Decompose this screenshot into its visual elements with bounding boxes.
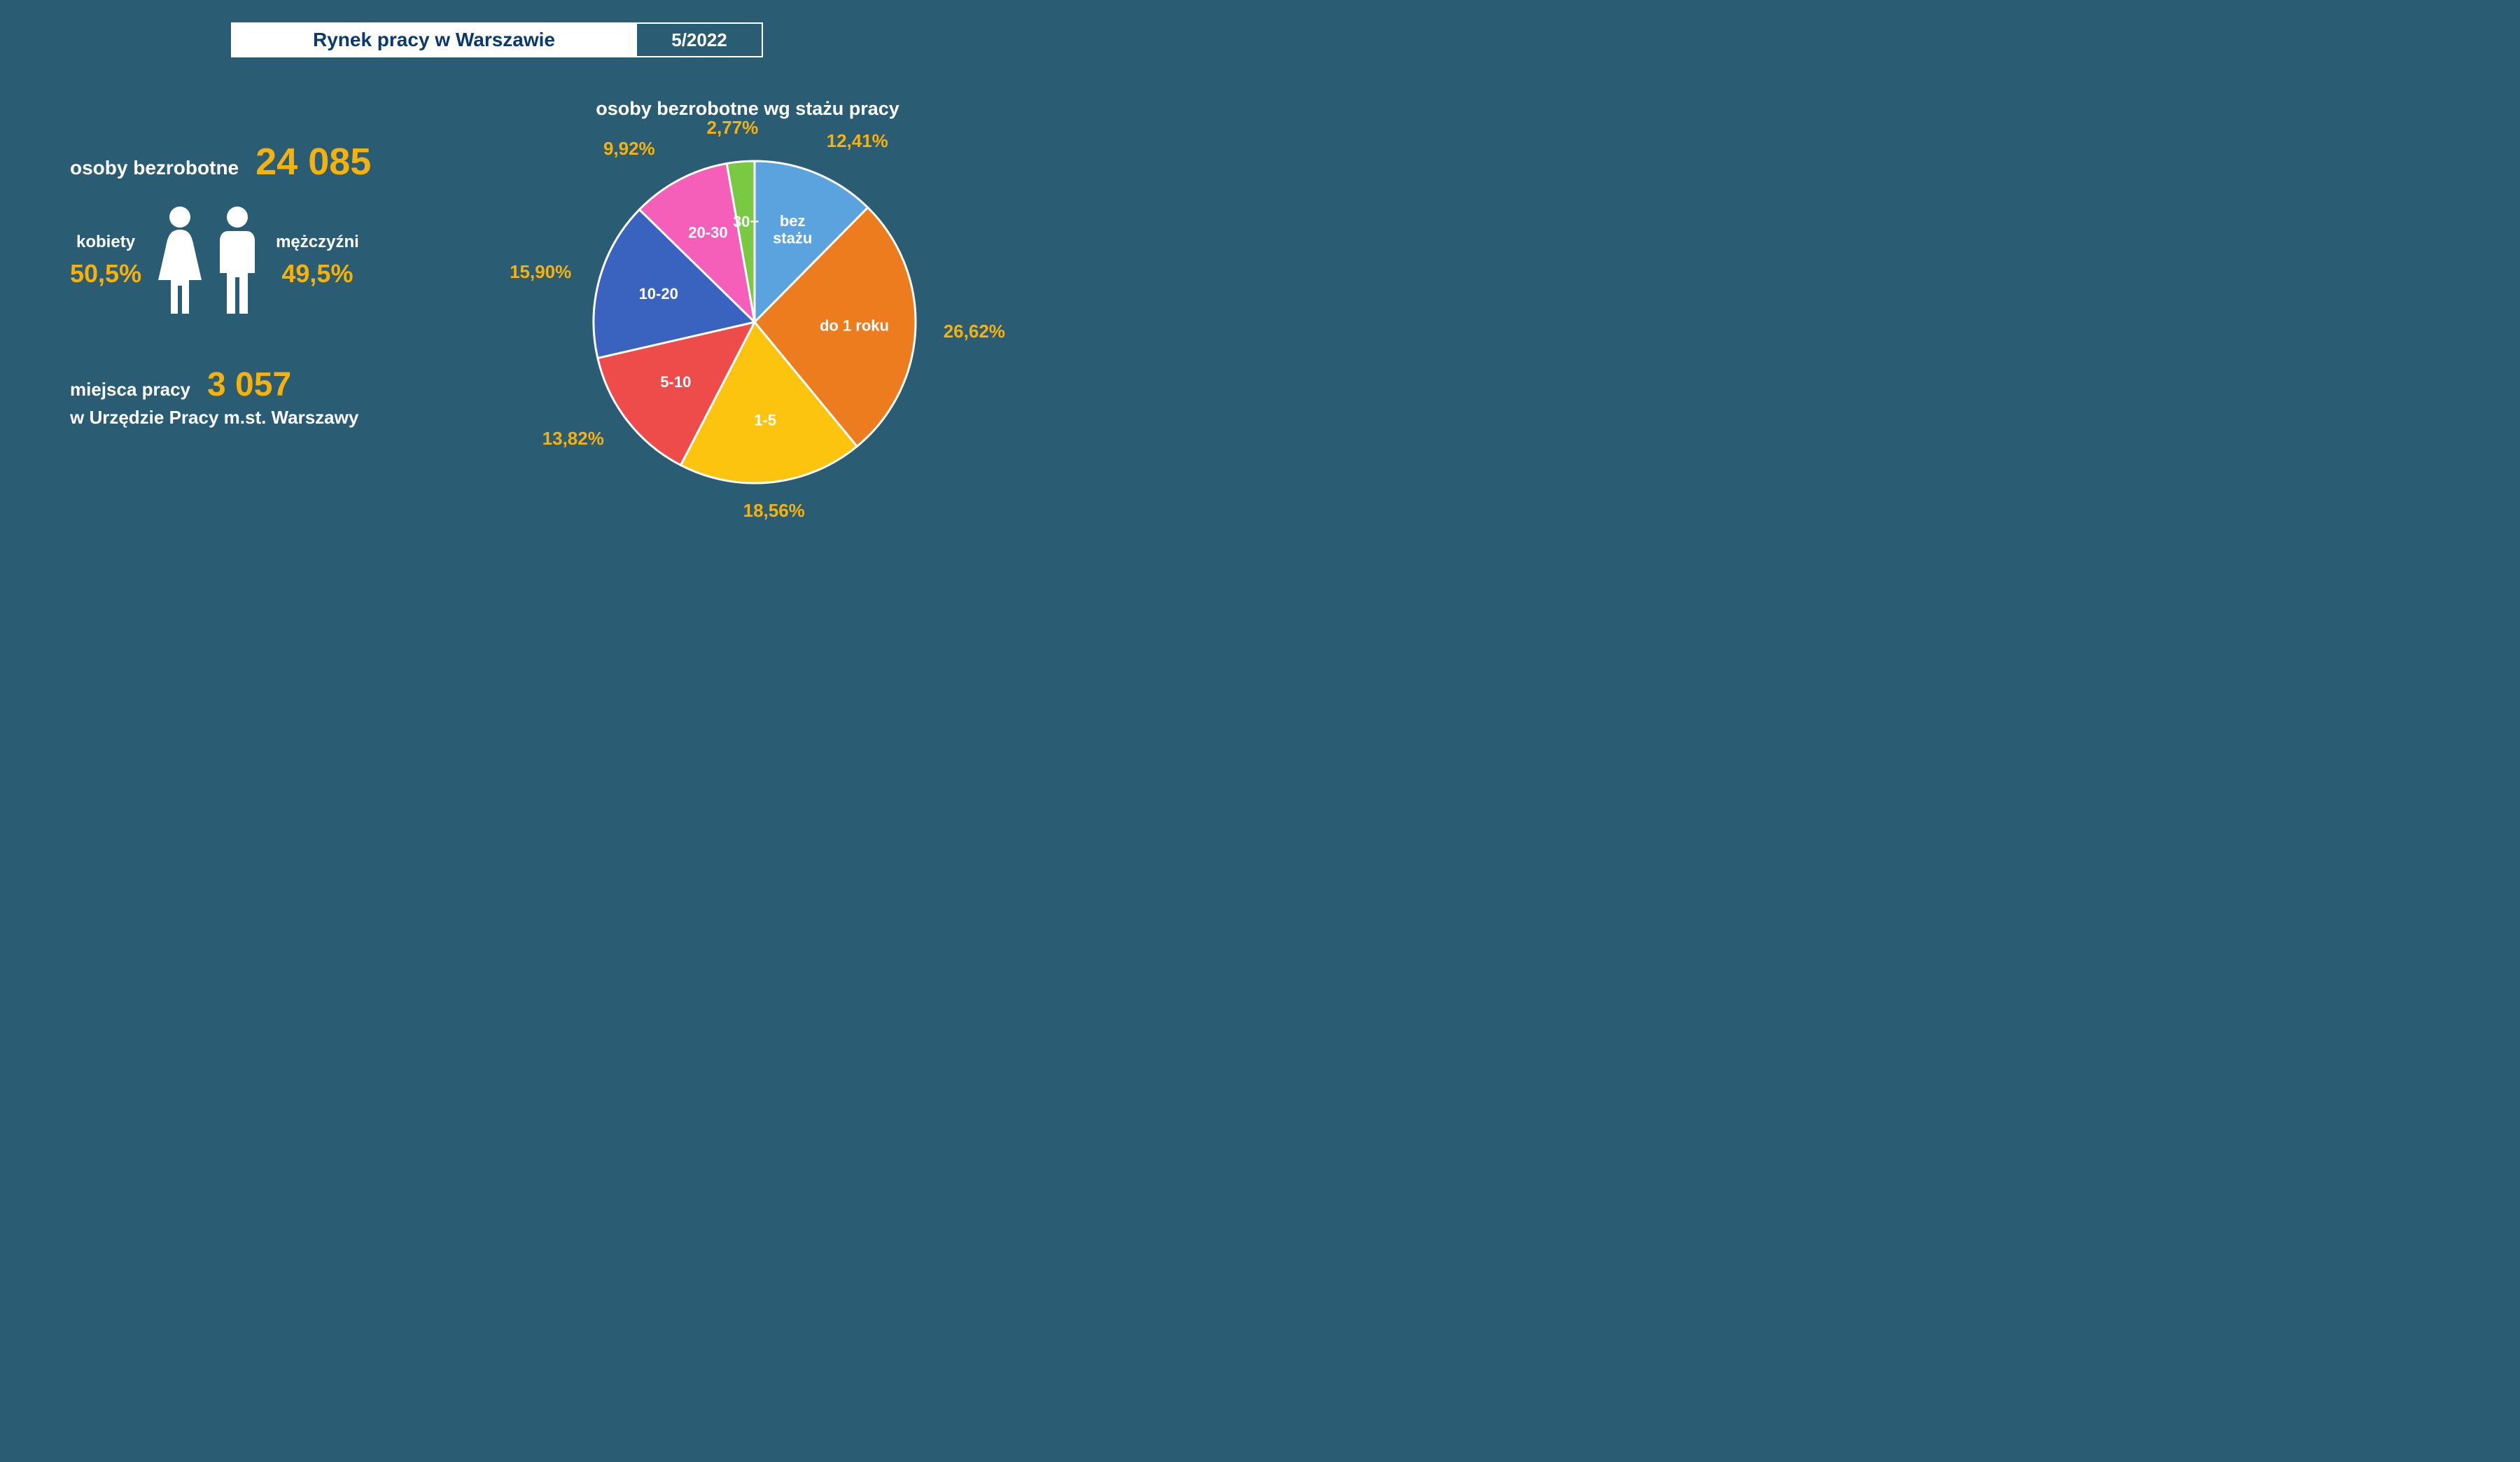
jobs-label: miejsca pracy xyxy=(70,379,190,401)
jobs-sub: w Urzędzie Pracy m.st. Warszawy xyxy=(70,407,448,429)
jobs-value: 3 057 xyxy=(207,366,291,404)
unemployed-row: osoby bezrobotne 24 085 xyxy=(70,140,448,183)
pie-pct-label: 15,90% xyxy=(510,261,571,283)
women-label: kobiety xyxy=(76,232,135,252)
jobs-top: miejsca pracy 3 057 xyxy=(70,366,448,404)
header-bar: Rynek pracy w Warszawie 5/2022 xyxy=(231,22,763,57)
left-column: osoby bezrobotne 24 085 kobiety 50,5% mę… xyxy=(70,140,448,429)
men-label: mężczyźni xyxy=(276,232,359,252)
men-block: mężczyźni 49,5% xyxy=(276,232,359,288)
pie-slice-label: 30+ xyxy=(733,213,759,230)
unemployed-value: 24 085 xyxy=(255,140,371,183)
gender-icons xyxy=(155,204,262,316)
page-title: Rynek pracy w Warszawie xyxy=(232,24,636,56)
pie-area: osoby bezrobotne wg stażu pracy bezstażu… xyxy=(503,98,993,532)
women-block: kobiety 50,5% xyxy=(70,232,141,288)
pie-pct-label: 12,41% xyxy=(827,130,888,152)
jobs-block: miejsca pracy 3 057 w Urzędzie Pracy m.s… xyxy=(70,366,448,429)
header-date: 5/2022 xyxy=(636,24,762,56)
woman-icon xyxy=(155,204,204,316)
pie-pct-label: 9,92% xyxy=(603,138,655,160)
pie-pct-label: 2,77% xyxy=(707,117,759,139)
man-icon xyxy=(213,204,262,316)
women-pct: 50,5% xyxy=(70,259,141,288)
pie-slice-label: 5-10 xyxy=(660,373,691,391)
pie-pct-label: 26,62% xyxy=(944,321,1005,342)
pie-pct-label: 18,56% xyxy=(743,500,805,522)
unemployed-label: osoby bezrobotne xyxy=(70,157,239,179)
pie-pct-label: 13,82% xyxy=(542,428,604,450)
men-pct: 49,5% xyxy=(281,259,353,288)
pie-slice-label: 1-5 xyxy=(754,412,776,429)
gender-row: kobiety 50,5% mężczyźni 49,5% xyxy=(70,204,448,316)
pie-chart: bezstażudo 1 roku1-55-1010-2020-3030+ xyxy=(587,154,923,490)
pie-slice-label: 20-30 xyxy=(688,224,727,242)
pie-slice-label: 10-20 xyxy=(639,285,678,302)
pie-slice-label: do 1 roku xyxy=(820,316,889,334)
